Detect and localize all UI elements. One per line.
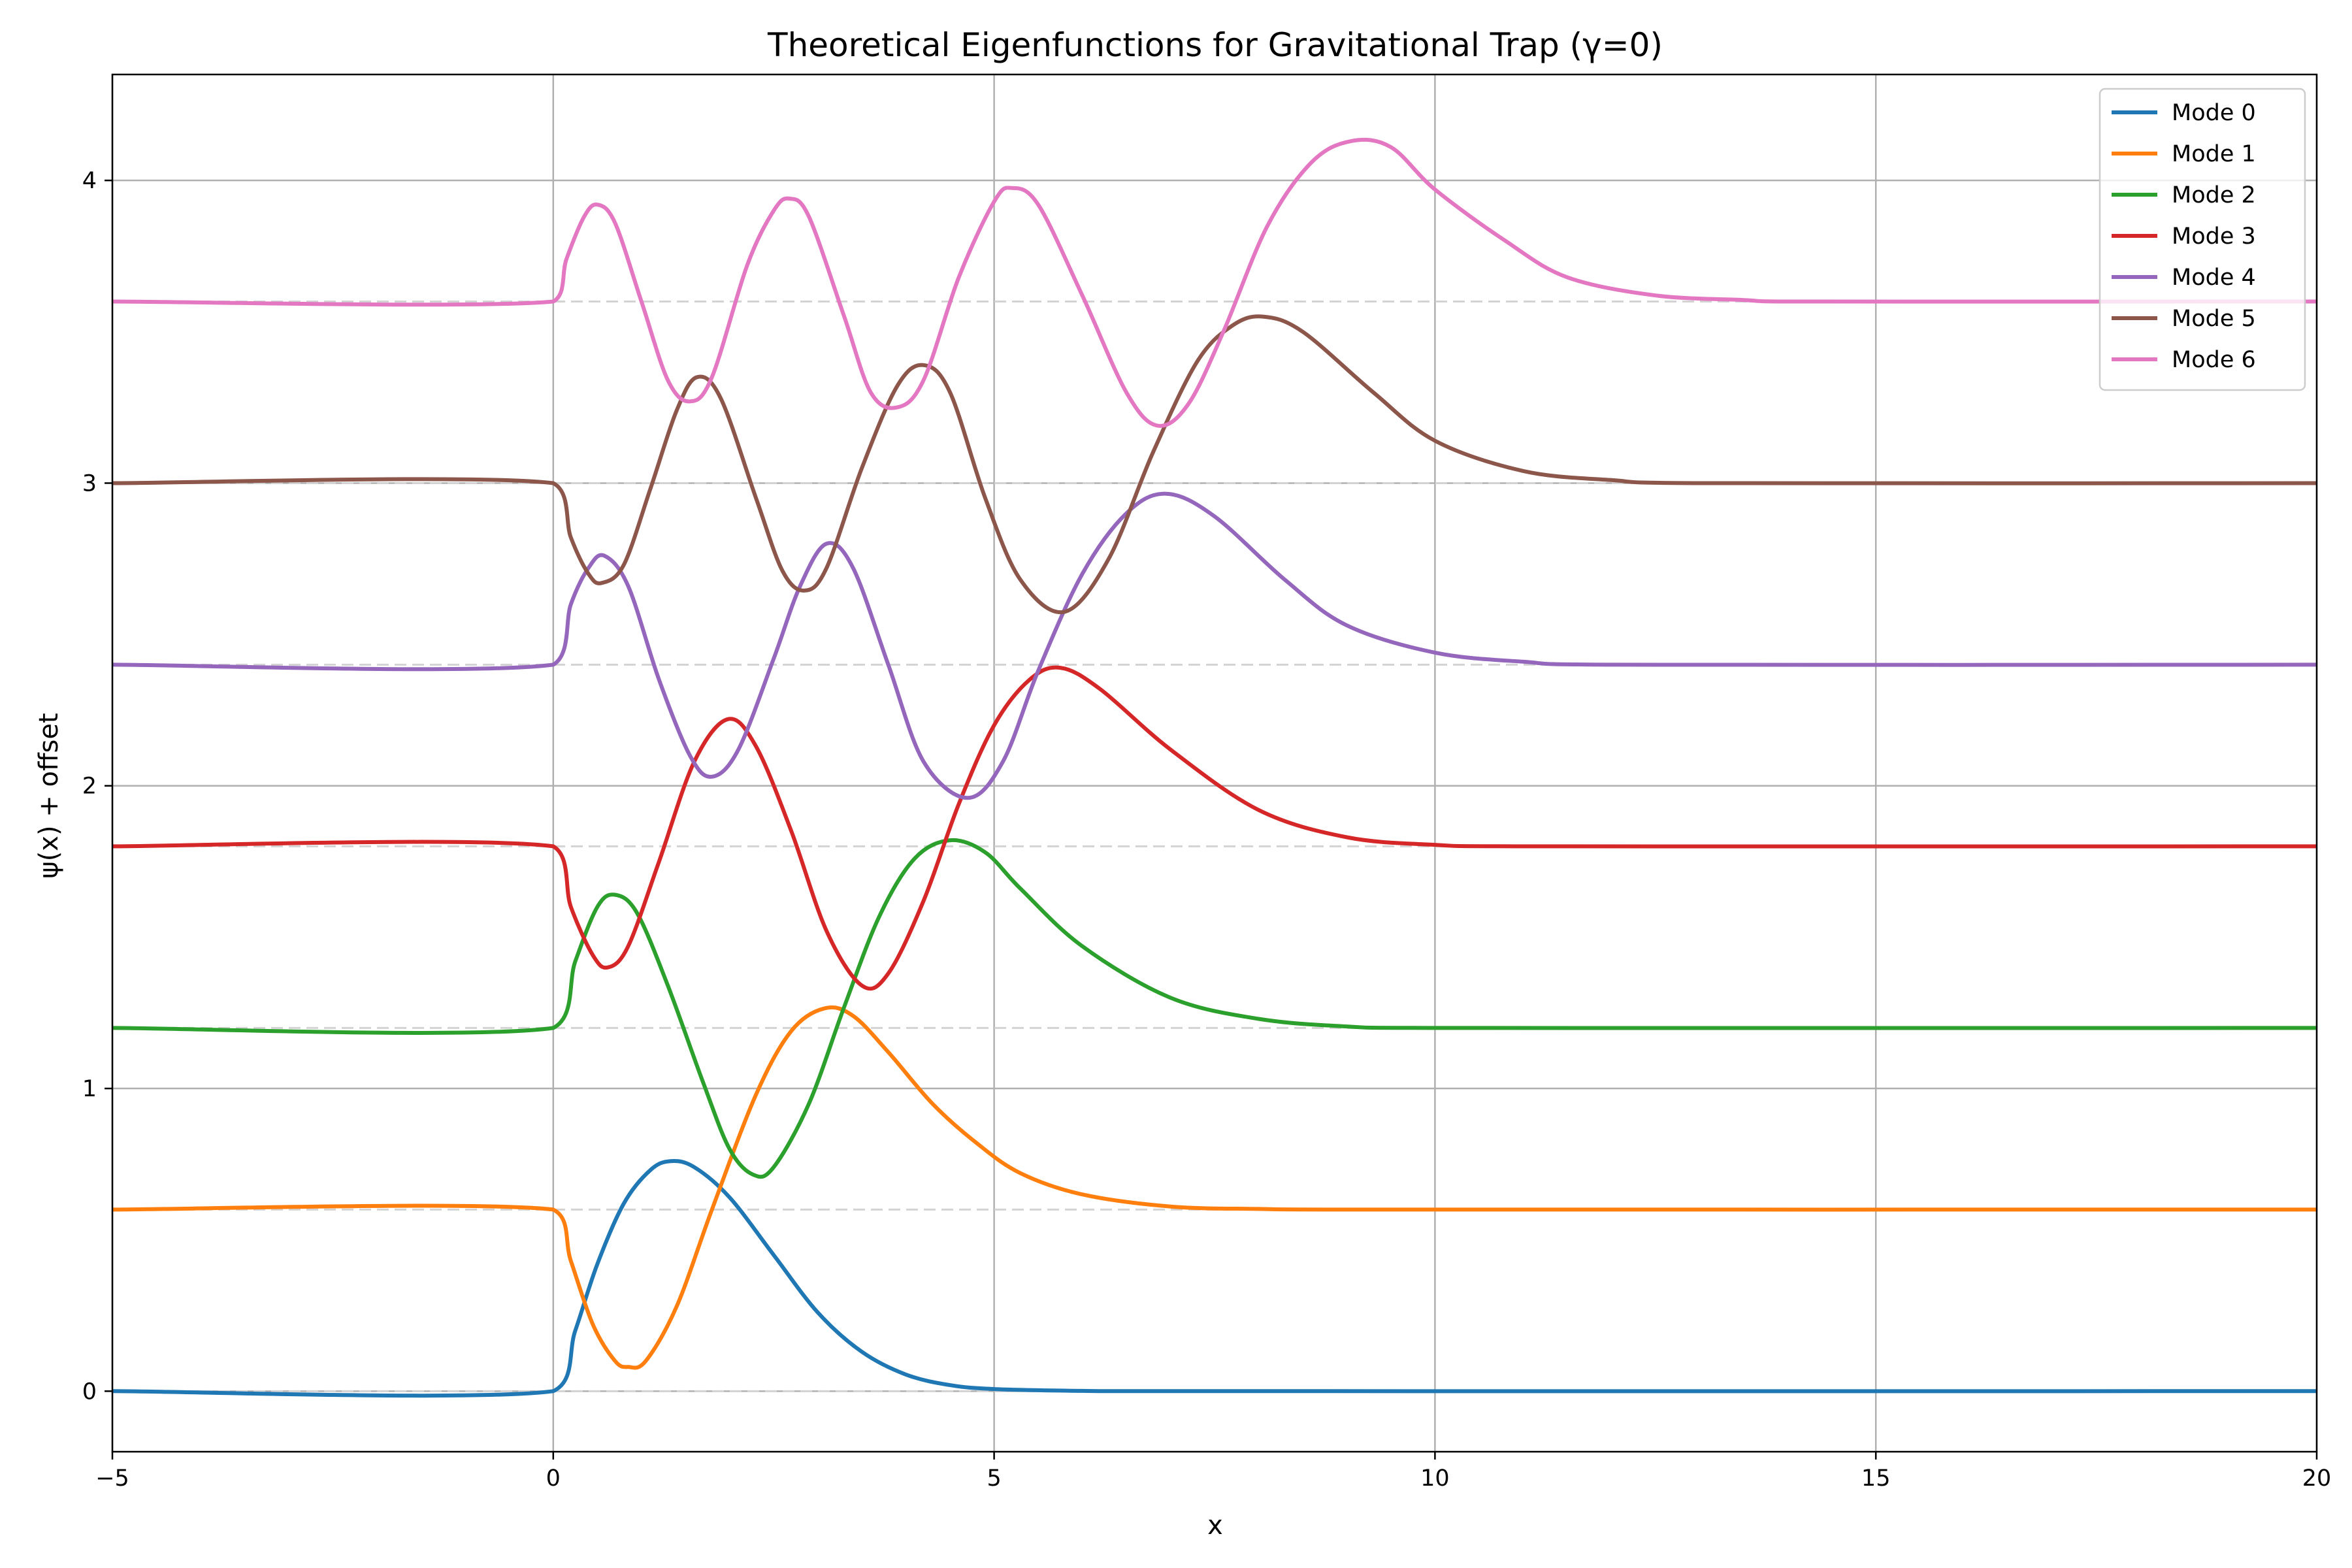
plot-area bbox=[111, 73, 2318, 1453]
legend-label: Mode 6 bbox=[2172, 347, 2256, 373]
legend-label: Mode 5 bbox=[2172, 306, 2256, 332]
plot-frame bbox=[111, 73, 2318, 1453]
x-tick-label: 5 bbox=[987, 1465, 1001, 1492]
y-tick-label: 1 bbox=[82, 1076, 97, 1102]
legend-box bbox=[2099, 88, 2306, 391]
series-line-mode-1 bbox=[112, 1005, 2317, 1370]
y-axis-label: ψ(x) + offset bbox=[34, 713, 64, 878]
chart-title: Theoretical Eigenfunctions for Gravitati… bbox=[767, 26, 1663, 64]
legend-label: Mode 1 bbox=[2172, 141, 2256, 167]
legend-label: Mode 4 bbox=[2172, 265, 2256, 291]
series-line-mode-6 bbox=[112, 137, 2317, 428]
x-axis-ticks: −5 0 5 10 15 20 bbox=[95, 1452, 2331, 1492]
y-tick-label: 3 bbox=[82, 470, 97, 497]
x-tick-label: 10 bbox=[1420, 1465, 1450, 1492]
series-line-mode-3 bbox=[112, 665, 2317, 991]
y-tick-label: 0 bbox=[82, 1379, 97, 1405]
legend-label: Mode 3 bbox=[2172, 223, 2256, 250]
series-line-mode-5 bbox=[112, 314, 2317, 615]
x-tick-label: 20 bbox=[2302, 1465, 2332, 1492]
series-line-mode-0 bbox=[112, 1159, 2317, 1398]
x-axis-label: x bbox=[1207, 1511, 1223, 1541]
x-tick-label: 15 bbox=[1861, 1465, 1891, 1492]
y-axis-ticks: 0 1 2 3 4 bbox=[82, 168, 112, 1405]
legend: Mode 0 Mode 1 Mode 2 Mode 3 Mode 4 Mode 5 Mode… bbox=[2099, 88, 2306, 391]
series-line-mode-2 bbox=[112, 838, 2317, 1179]
legend-label: Mode 2 bbox=[2172, 182, 2256, 208]
series-lines bbox=[112, 137, 2317, 1398]
x-tick-label: 0 bbox=[546, 1465, 561, 1492]
legend-label: Mode 0 bbox=[2172, 100, 2256, 126]
x-tick-label: −5 bbox=[95, 1465, 129, 1492]
series-line-mode-4 bbox=[112, 491, 2317, 800]
y-tick-label: 2 bbox=[82, 774, 97, 800]
y-tick-label: 4 bbox=[82, 168, 97, 194]
